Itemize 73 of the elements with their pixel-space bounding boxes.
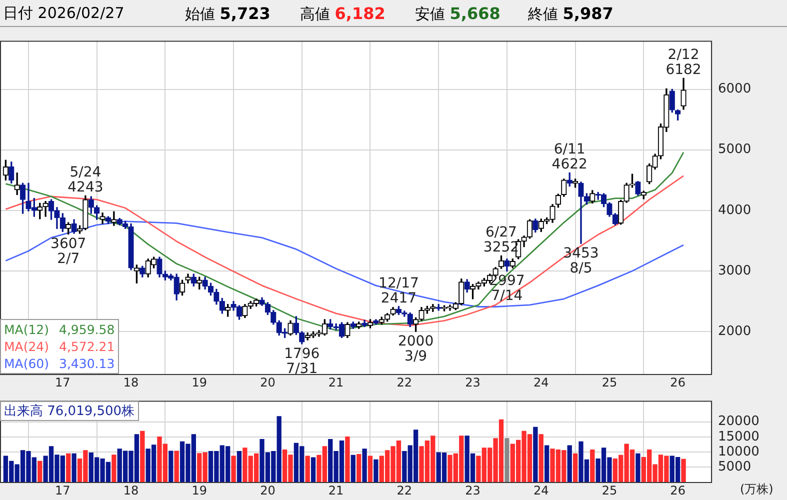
- y-tick-label: 4000: [718, 202, 752, 218]
- y-tick-label: 3000: [718, 263, 752, 278]
- x-tick-label: 26: [670, 375, 686, 390]
- x-tick-label: 25: [602, 483, 618, 498]
- bar: [38, 460, 42, 482]
- text: 高値 6,182: [300, 4, 386, 23]
- bar: [168, 450, 174, 482]
- x-tick-label: 22: [396, 483, 412, 498]
- text: 始値 5,723: [185, 4, 270, 23]
- bar: [345, 436, 350, 482]
- bar: [231, 456, 236, 482]
- annotation: 12/17 2417: [378, 275, 419, 306]
- y-tick-label: 6000: [718, 82, 752, 97]
- bar: [362, 448, 367, 482]
- bar: [140, 430, 145, 482]
- candlestick: [578, 182, 584, 244]
- bar: [350, 454, 356, 482]
- x-tick-label: 24: [533, 375, 549, 390]
- bar: [572, 453, 578, 482]
- y-tick-label: 15000: [718, 429, 760, 444]
- annotation: 2000 3/9: [398, 334, 434, 365]
- x-tick-label: 17: [55, 483, 70, 498]
- annotation: 2/12 6182: [666, 47, 702, 78]
- chart-title: 出来高 76,019,500株: [0, 400, 139, 421]
- x-tick-label: 20: [260, 483, 276, 498]
- bar: [174, 450, 179, 482]
- text: MA(12) 4,959.58: [4, 321, 115, 338]
- x-tick-label: 20: [260, 375, 276, 390]
- y-tick-label: 20000: [718, 414, 760, 430]
- x-tick-label: 19: [192, 483, 207, 498]
- bar: [368, 456, 373, 482]
- bar: [305, 456, 310, 482]
- x-tick-label: 21: [328, 375, 344, 390]
- bar: [544, 445, 550, 482]
- bar: [504, 438, 510, 482]
- x-tick-label: 19: [192, 375, 207, 390]
- y-axis-title: (万株): [740, 481, 774, 498]
- x-tick-label: 23: [465, 483, 480, 498]
- bar: [112, 454, 116, 482]
- annotation: 1796 7/31: [284, 346, 320, 377]
- x-tick-label: 24: [533, 483, 549, 498]
- bar: [538, 434, 544, 482]
- text: MA(24) 4,572.21: [4, 338, 115, 355]
- bar: [590, 449, 595, 482]
- y-tick-label: 10000: [718, 444, 760, 460]
- annotation: 5/24 4243: [68, 164, 104, 196]
- x-tick-label: 22: [396, 375, 412, 390]
- bar: [567, 445, 572, 482]
- x-tick-label: 25: [602, 375, 618, 390]
- text: 安値 5,668: [415, 4, 500, 23]
- x-tick-label: 26: [670, 483, 686, 498]
- x-tick-label: 18: [123, 483, 139, 498]
- x-tick-label: 17: [55, 375, 70, 390]
- bar: [310, 457, 316, 482]
- bar: [356, 454, 362, 482]
- y-tick-label: 5000: [718, 459, 752, 474]
- bar: [681, 458, 686, 482]
- annotation: 3607 2/7: [50, 236, 86, 268]
- bar: [236, 450, 242, 482]
- bar: [533, 426, 538, 482]
- x-tick-label: 21: [328, 483, 344, 498]
- bar: [72, 453, 76, 482]
- bar: [374, 459, 378, 482]
- bar: [66, 453, 71, 482]
- bar: [636, 453, 640, 482]
- x-tick-label: 18: [123, 375, 139, 390]
- y-tick-label: 5000: [718, 142, 752, 158]
- text: MA(60) 3,430.13: [4, 355, 115, 372]
- x-tick-label: 23: [465, 375, 480, 390]
- text: 日付 2026/02/27: [3, 4, 124, 22]
- annotation: 6/11 4622: [552, 142, 588, 173]
- text: 終値 5,987: [528, 4, 614, 23]
- y-tick-label: 2000: [718, 324, 752, 339]
